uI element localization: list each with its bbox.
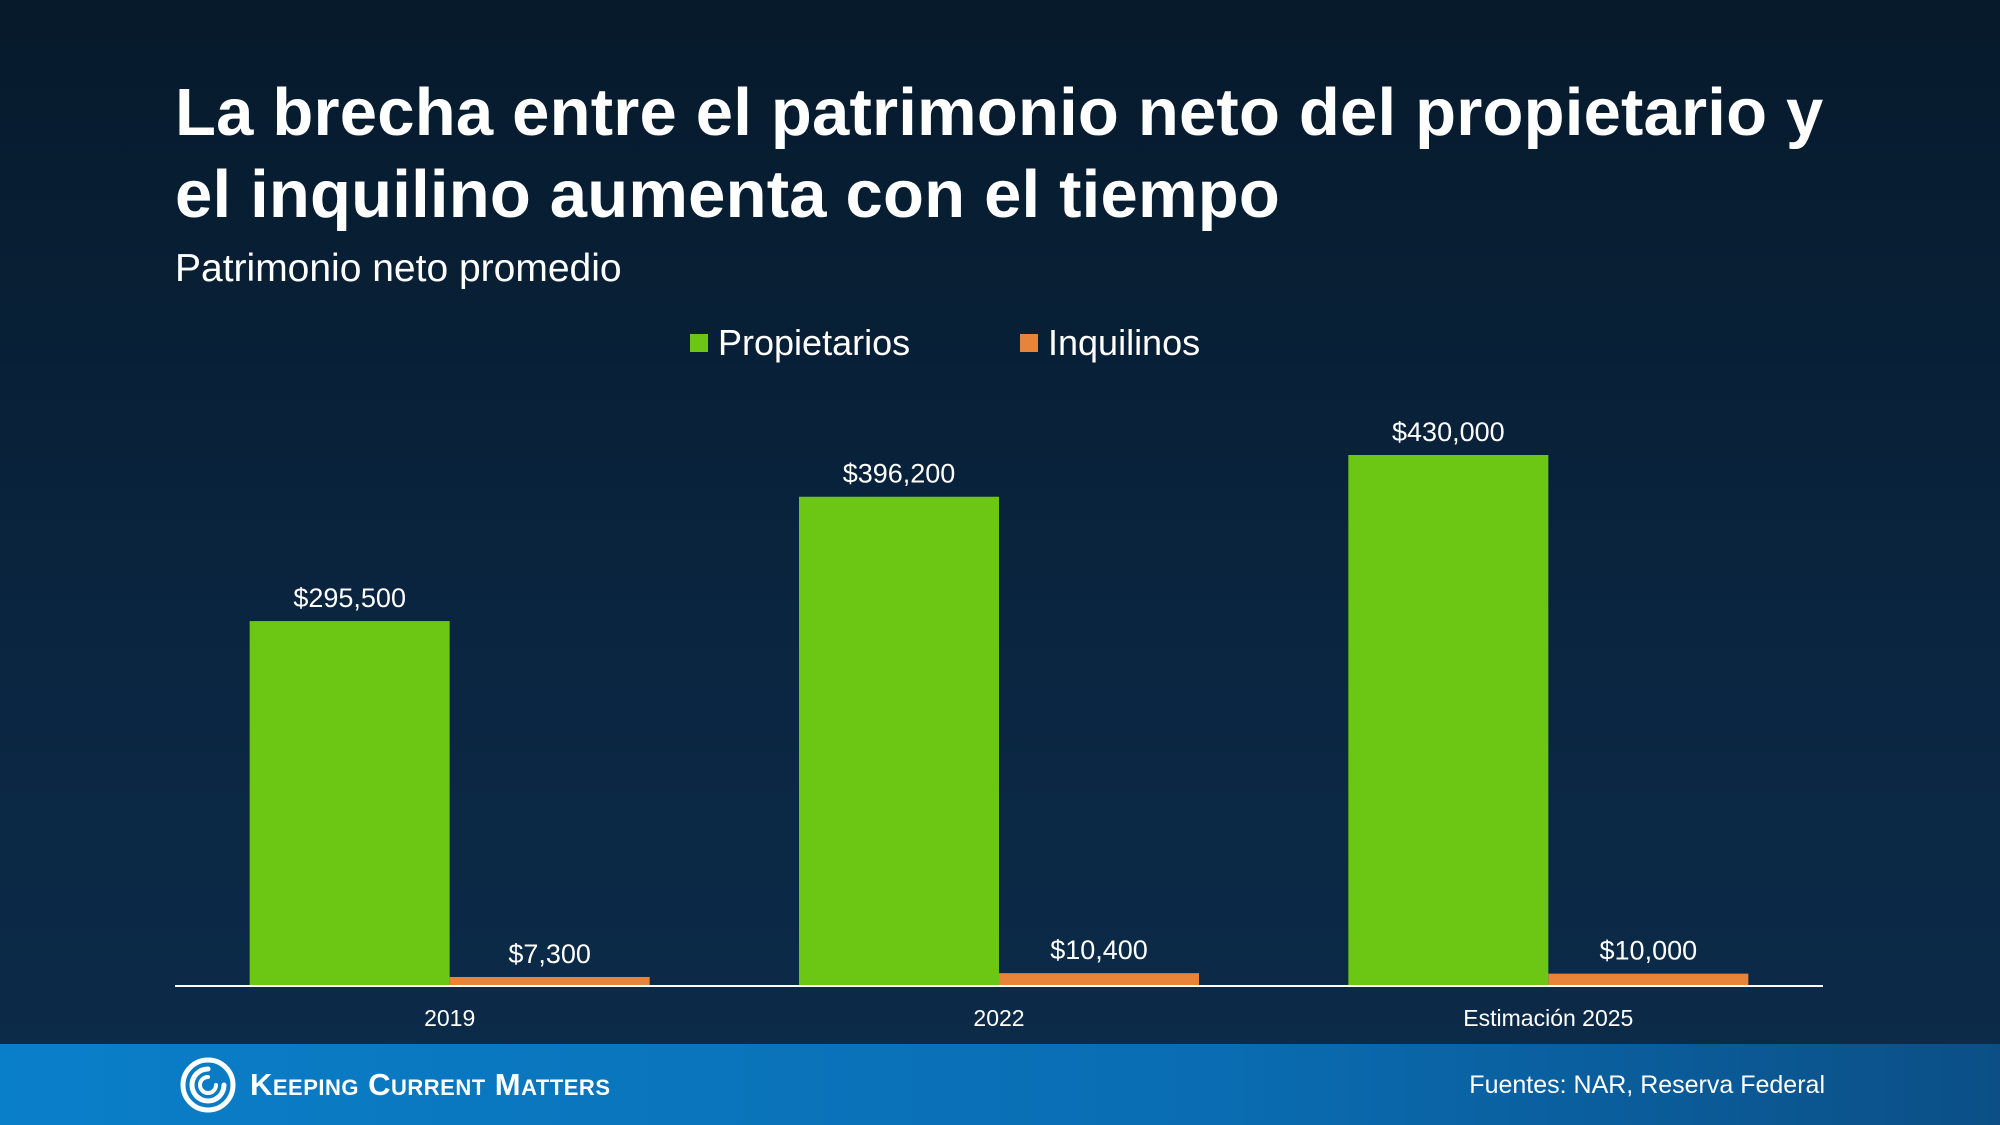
bar-chart: $295,500 $7,300 2019 $396,200 $10,400 2022 $43…	[249, 417, 1749, 1031]
bar-inquilinos-1	[999, 973, 1199, 986]
bar-propietarios-0	[249, 621, 450, 986]
chart-subtitle: Patrimonio neto promedio	[175, 247, 622, 290]
data-label-inquilinos-1: $10,400	[1050, 935, 1148, 965]
bar-inquilinos-2	[1548, 973, 1749, 986]
data-label-propietarios-0: $295,500	[293, 583, 406, 613]
data-label-inquilinos-0: $7,300	[508, 939, 591, 969]
data-label-inquilinos-2: $10,000	[1600, 936, 1698, 966]
legend-swatch-propietarios	[690, 334, 708, 352]
brand-name: Keeping Current Matters	[250, 1067, 611, 1102]
bar-propietarios-2	[1348, 455, 1549, 986]
legend-swatch-inquilinos	[1020, 334, 1038, 352]
kcm-logo-icon	[180, 1057, 236, 1113]
x-tick-label-1: 2022	[973, 1005, 1024, 1031]
x-tick-label-0: 2019	[424, 1005, 475, 1031]
brand-logo: Keeping Current Matters	[180, 1056, 611, 1114]
legend-label-propietarios: Propietarios	[718, 322, 911, 363]
page-title: La brecha entre el patrimonio neto del p…	[175, 75, 1824, 232]
chart-legend: Propietarios Inquilinos	[0, 318, 2000, 368]
bar-propietarios-1	[799, 496, 999, 986]
data-label-propietarios-1: $396,200	[843, 459, 956, 489]
sources-text: Fuentes: NAR, Reserva Federal	[1469, 1071, 1825, 1099]
legend-item-inquilinos: Inquilinos	[1020, 318, 1200, 368]
footer-bar: Keeping Current Matters Fuentes: NAR, Re…	[0, 1044, 2000, 1125]
data-label-propietarios-2: $430,000	[1392, 417, 1505, 447]
x-tick-label-2: Estimación 2025	[1463, 1005, 1633, 1031]
bar-inquilinos-0	[449, 976, 650, 986]
legend-item-propietarios: Propietarios	[690, 318, 910, 368]
legend-label-inquilinos: Inquilinos	[1048, 322, 1201, 363]
